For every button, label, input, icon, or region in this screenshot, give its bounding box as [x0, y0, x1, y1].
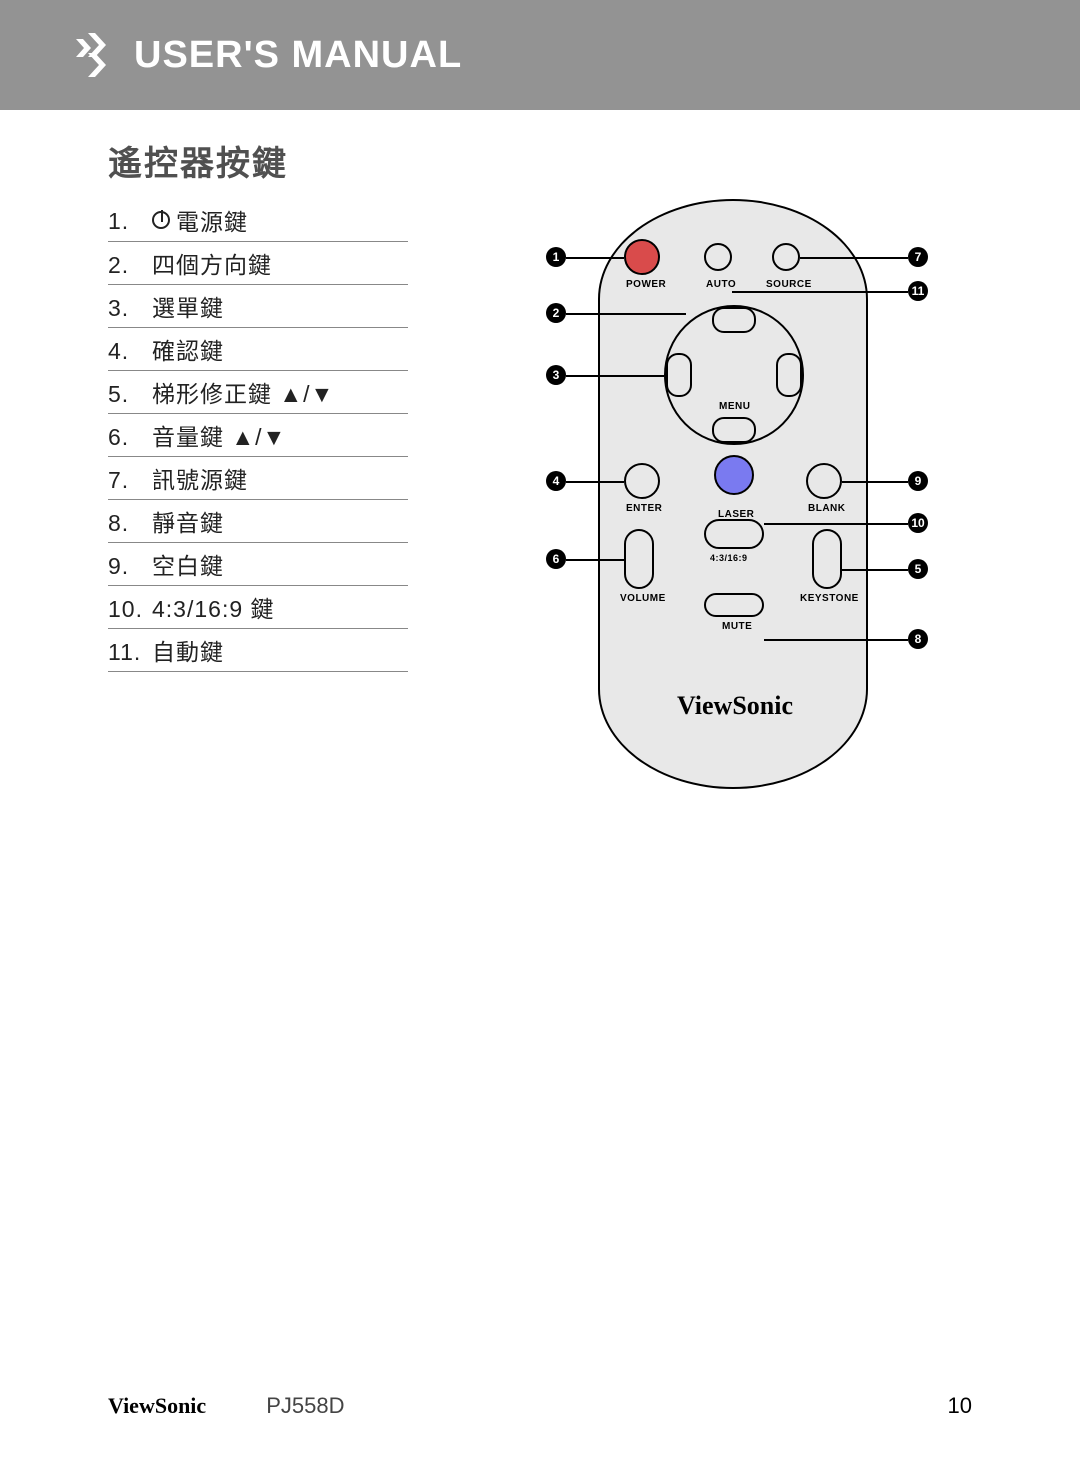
key-list-item: 4.確認鍵	[108, 328, 408, 371]
source-button	[772, 243, 800, 271]
callout-6: 6	[546, 549, 566, 569]
volume-label: VOLUME	[620, 593, 666, 604]
remote-brand: ViewSonic	[600, 691, 870, 721]
callout-4: 4	[546, 471, 566, 491]
auto-label: AUTO	[706, 279, 736, 290]
footer-brand: ViewSonic	[108, 1393, 206, 1419]
dpad-right	[776, 353, 802, 397]
dpad-up	[712, 307, 756, 333]
source-label: SOURCE	[766, 279, 812, 290]
footer: ViewSonic PJ558D 10	[0, 1393, 1080, 1419]
menu-label: MENU	[719, 401, 750, 412]
key-list-item: 6.音量鍵 ▲/▼	[108, 414, 408, 457]
keystone-label: KEYSTONE	[800, 593, 859, 604]
power-icon	[152, 211, 170, 229]
callout-10: 10	[908, 513, 928, 533]
mute-label: MUTE	[722, 621, 752, 632]
callout-2: 2	[546, 303, 566, 323]
enter-button	[624, 463, 660, 499]
key-list-item: 9.空白鍵	[108, 543, 408, 586]
key-list-item: 3.選單鍵	[108, 285, 408, 328]
callout-11: 11	[908, 281, 928, 301]
dpad-left	[666, 353, 692, 397]
keystone-button	[812, 529, 842, 589]
power-button	[624, 239, 660, 275]
enter-label: ENTER	[626, 503, 662, 514]
key-list-item: 8.靜音鍵	[108, 500, 408, 543]
footer-model: PJ558D	[266, 1393, 344, 1419]
callout-7: 7	[908, 247, 928, 267]
footer-page: 10	[948, 1393, 972, 1419]
remote-diagram: ViewSonic POWER AUTO SOURCE MENU ENTER L…	[508, 199, 988, 839]
key-list: 1. 電源鍵2.四個方向鍵3.選單鍵4.確認鍵5.梯形修正鍵 ▲/▼6.音量鍵 …	[108, 199, 468, 839]
callout-3: 3	[546, 365, 566, 385]
blank-label: BLANK	[808, 503, 846, 514]
power-label: POWER	[626, 279, 666, 290]
header-bar: USER'S MANUAL	[0, 0, 1080, 110]
key-list-item: 11.自動鍵	[108, 629, 408, 672]
key-list-item: 1. 電源鍵	[108, 199, 408, 242]
blank-button	[806, 463, 842, 499]
header-title: USER'S MANUAL	[134, 34, 462, 77]
ratio-label: 4:3/16:9	[710, 553, 748, 563]
callout-1: 1	[546, 247, 566, 267]
ratio-button	[704, 519, 764, 549]
key-list-item: 7.訊號源鍵	[108, 457, 408, 500]
laser-button	[714, 455, 754, 495]
section-title: 遙控器按鍵	[108, 136, 1080, 185]
volume-button	[624, 529, 654, 589]
callout-9: 9	[908, 471, 928, 491]
key-list-item: 10.4:3/16:9 鍵	[108, 586, 408, 629]
key-list-item: 5.梯形修正鍵 ▲/▼	[108, 371, 408, 414]
dpad: MENU	[664, 305, 804, 445]
key-list-item: 2.四個方向鍵	[108, 242, 408, 285]
mute-button	[704, 593, 764, 617]
callout-8: 8	[908, 629, 928, 649]
callout-5: 5	[908, 559, 928, 579]
chevron-icon	[76, 33, 120, 77]
auto-button	[704, 243, 732, 271]
dpad-down	[712, 417, 756, 443]
